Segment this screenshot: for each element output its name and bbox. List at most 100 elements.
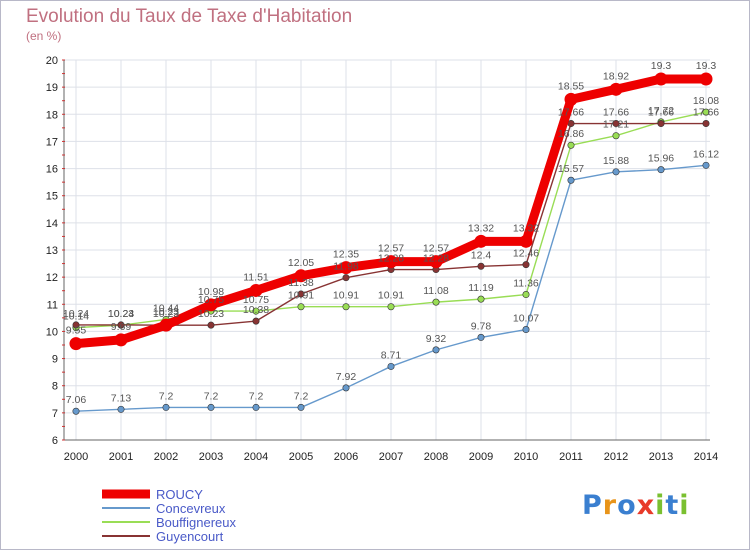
x-tick-label: 2003 <box>199 451 223 463</box>
x-tick-label: 2001 <box>109 451 133 463</box>
data-point-guyencourt <box>702 120 710 128</box>
data-point-roucy <box>384 255 398 269</box>
y-tick-label: 7 <box>52 408 58 420</box>
data-label-bouffignereux: 10.14 <box>63 311 89 323</box>
data-label-bouffignereux: 17.72 <box>648 105 674 117</box>
y-tick-label: 8 <box>52 381 58 393</box>
data-label-bouffignereux: 10.23 <box>108 308 134 320</box>
y-tick-label: 9 <box>52 354 58 366</box>
logo-letter: t <box>665 490 680 521</box>
data-label-bouffignereux: 10.75 <box>198 294 224 306</box>
data-label-concevreux: 9.32 <box>426 333 447 345</box>
data-point-roucy <box>114 333 128 347</box>
data-label-bouffignereux: 18.08 <box>693 95 719 107</box>
data-point-concevreux <box>387 362 395 370</box>
data-label-bouffignereux: 11.36 <box>513 278 539 290</box>
data-point-concevreux <box>297 403 305 411</box>
data-point-guyencourt <box>117 321 125 329</box>
data-label-guyencourt: 11.98 <box>333 261 359 273</box>
data-point-guyencourt <box>252 317 260 325</box>
y-tick-label: 10 <box>46 326 58 338</box>
data-label-guyencourt: 10.38 <box>243 304 269 316</box>
data-label-roucy: 19.3 <box>696 60 717 72</box>
x-tick-label: 2002 <box>154 451 178 463</box>
data-label-bouffignereux: 10.91 <box>378 290 404 302</box>
axes: 6 7 8 9 10 11 12 13 14 15 16 17 18 19 20 2000 2001 2002 20… <box>46 55 718 463</box>
data-label-guyencourt: 11.38 <box>288 277 314 289</box>
data-point-bouffignereux <box>387 303 395 311</box>
series-layer <box>69 72 713 415</box>
data-point-roucy <box>69 337 83 351</box>
legend-label-concevreux: Concevreux <box>156 501 226 516</box>
data-label-guyencourt: 12.4 <box>471 249 492 261</box>
data-point-guyencourt <box>522 261 530 269</box>
legend-label-bouffignereux: Bouffignereux <box>156 515 236 530</box>
x-tick-label: 2008 <box>424 451 448 463</box>
data-label-roucy: 10.98 <box>198 286 224 298</box>
data-point-bouffignereux <box>702 108 710 116</box>
logo-letter: r <box>602 490 618 521</box>
chart-title: Evolution du Taux de Taxe d'Habitation <box>26 6 353 27</box>
data-label-concevreux: 7.13 <box>111 392 132 404</box>
data-point-bouffignereux <box>567 141 575 149</box>
data-point-concevreux <box>342 384 350 392</box>
y-tick-label: 18 <box>46 109 58 121</box>
data-label-bouffignereux: 10.75 <box>243 294 269 306</box>
data-label-guyencourt: 12.28 <box>378 253 404 265</box>
data-label-concevreux: 15.88 <box>603 155 629 167</box>
data-point-roucy <box>654 72 668 86</box>
data-label-concevreux: 7.2 <box>294 390 309 402</box>
data-label-concevreux: 15.57 <box>558 163 584 175</box>
data-point-concevreux <box>612 168 620 176</box>
data-point-bouffignereux <box>432 298 440 306</box>
data-label-guyencourt: 17.66 <box>558 107 584 119</box>
x-tick-label: 2010 <box>514 451 538 463</box>
data-point-bouffignereux <box>477 295 485 303</box>
data-label-concevreux: 16.12 <box>693 148 719 160</box>
logo-letter: o <box>617 490 637 521</box>
data-label-guyencourt: 10.23 <box>198 308 224 320</box>
data-label-bouffignereux: 10.91 <box>333 290 359 302</box>
data-point-concevreux <box>252 403 260 411</box>
data-point-roucy <box>699 72 713 86</box>
grid <box>64 59 710 441</box>
data-point-roucy <box>429 255 443 269</box>
data-point-bouffignereux <box>342 303 350 311</box>
data-point-concevreux <box>117 405 125 413</box>
data-point-roucy <box>294 269 308 283</box>
data-label-bouffignereux: 16.86 <box>558 128 584 140</box>
data-label-concevreux: 7.2 <box>159 390 174 402</box>
data-point-roucy <box>519 234 533 248</box>
y-tick-label: 14 <box>46 218 58 230</box>
y-tick-label: 20 <box>46 55 58 67</box>
data-label-roucy: 18.55 <box>558 80 584 92</box>
data-point-concevreux <box>477 333 485 341</box>
data-label-bouffignereux: 11.08 <box>423 285 449 297</box>
x-tick-label: 2011 <box>559 451 583 463</box>
data-label-concevreux: 8.71 <box>381 349 402 361</box>
x-tick-label: 2006 <box>334 451 358 463</box>
data-label-concevreux: 10.07 <box>513 313 539 325</box>
y-tick-label: 17 <box>46 136 58 148</box>
data-label-bouffignereux: 11.19 <box>468 282 494 294</box>
data-label-concevreux: 7.2 <box>249 390 264 402</box>
data-label-roucy: 10.23 <box>153 306 179 318</box>
data-label-concevreux: 7.2 <box>204 390 219 402</box>
y-tick-label: 6 <box>52 435 58 447</box>
data-label-guyencourt: 12.28 <box>423 253 449 265</box>
data-point-roucy <box>159 318 173 332</box>
y-tick-label: 15 <box>46 191 58 203</box>
data-point-concevreux <box>657 166 665 174</box>
data-point-guyencourt <box>657 120 665 128</box>
y-tick-label: 16 <box>46 164 58 176</box>
y-tick-label: 11 <box>47 299 58 311</box>
data-point-roucy <box>204 298 218 312</box>
data-point-concevreux <box>567 176 575 184</box>
y-tick-label: 19 <box>46 82 58 94</box>
data-label-roucy: 9.69 <box>111 321 132 333</box>
data-label-concevreux: 7.06 <box>66 394 87 406</box>
data-label-concevreux: 15.96 <box>648 153 674 165</box>
data-point-roucy <box>249 283 263 297</box>
data-label-roucy: 13.32 <box>468 222 494 234</box>
